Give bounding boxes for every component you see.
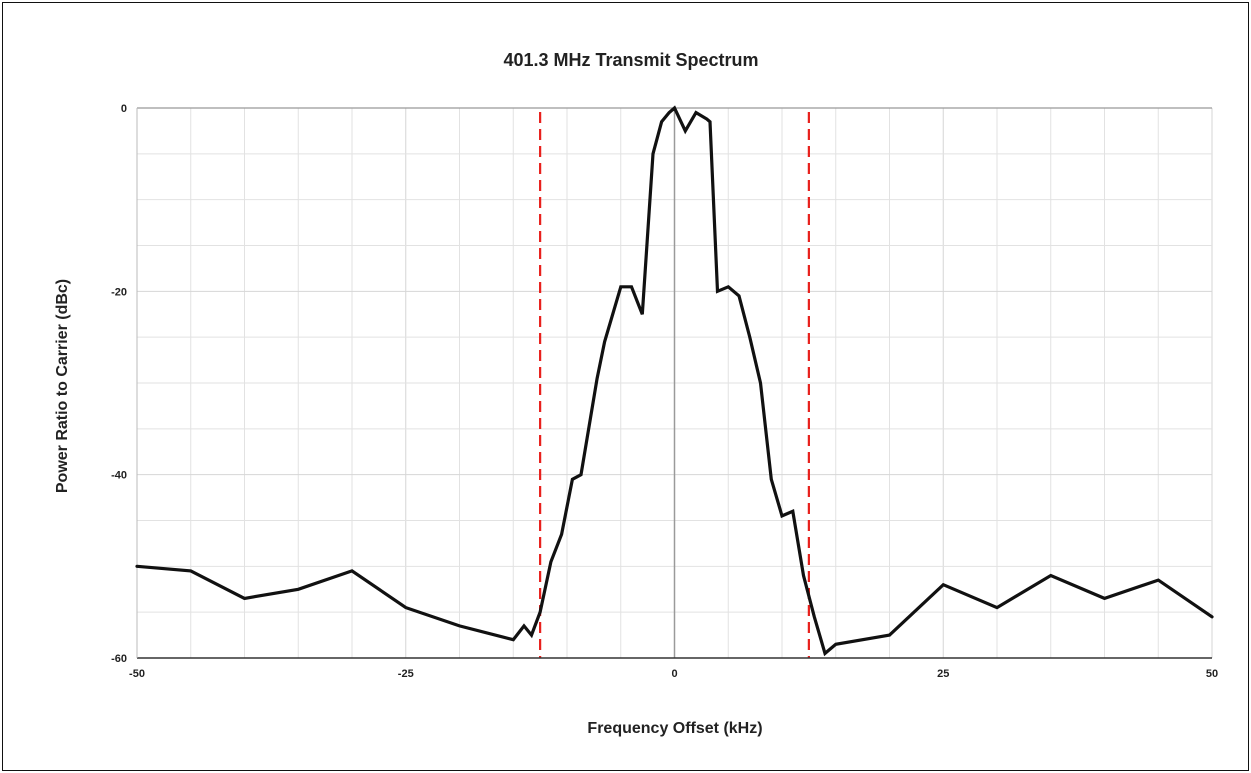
x-tick-label: -50 bbox=[129, 668, 145, 680]
tick-labels: -50 -25 0 25 50 0 -20 -40 -60 bbox=[111, 103, 1218, 680]
y-tick-label: -20 bbox=[111, 286, 127, 298]
chart-title: 401.3 MHz Transmit Spectrum bbox=[503, 50, 758, 70]
x-tick-label: 50 bbox=[1206, 668, 1218, 680]
x-tick-label: 0 bbox=[671, 668, 677, 680]
x-axis-title: Frequency Offset (kHz) bbox=[587, 720, 762, 737]
x-tick-label: -25 bbox=[398, 668, 414, 680]
y-tick-label: -60 bbox=[111, 653, 127, 665]
y-tick-label: 0 bbox=[121, 103, 127, 115]
y-axis-title: Power Ratio to Carrier (dBc) bbox=[54, 279, 71, 493]
x-tick-label: 25 bbox=[937, 668, 949, 680]
spectrum-series-line bbox=[135, 105, 1214, 657]
y-tick-label: -40 bbox=[111, 470, 127, 482]
limit-lines bbox=[539, 112, 810, 658]
